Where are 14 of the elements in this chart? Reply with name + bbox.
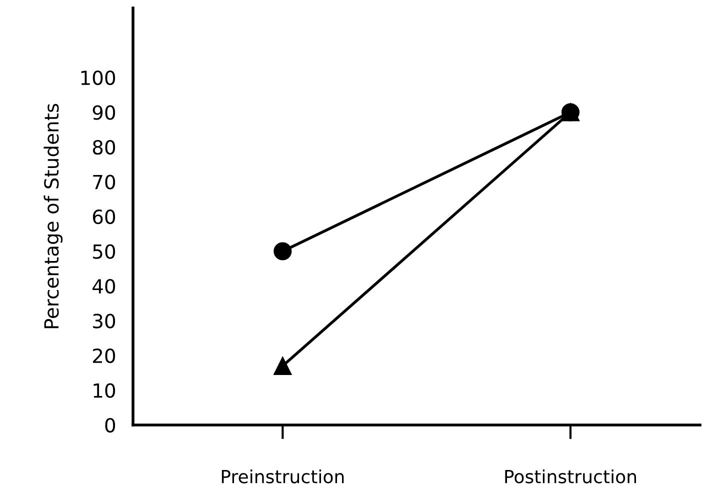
y-tick-label: 10 <box>94 383 116 398</box>
y-tick-label: 70 <box>93 174 116 190</box>
y-tick-label: 100 <box>81 70 116 86</box>
y-axis-title: Percentage of Students <box>44 104 63 328</box>
y-tick-label: 60 <box>92 209 116 224</box>
y-tick-label: 40 <box>92 278 116 294</box>
x-tick-label: Postinstruction <box>505 469 636 484</box>
y-tick-label: 50 <box>93 244 116 259</box>
x-tick-label: Preinstruction <box>222 469 344 484</box>
y-tick-label: 80 <box>92 140 116 155</box>
y-tick-label: 30 <box>93 314 116 328</box>
y-tick-label: 0 <box>105 418 116 433</box>
y-tick-label: 20 <box>93 348 116 364</box>
y-tick-label: 90 <box>92 105 116 120</box>
